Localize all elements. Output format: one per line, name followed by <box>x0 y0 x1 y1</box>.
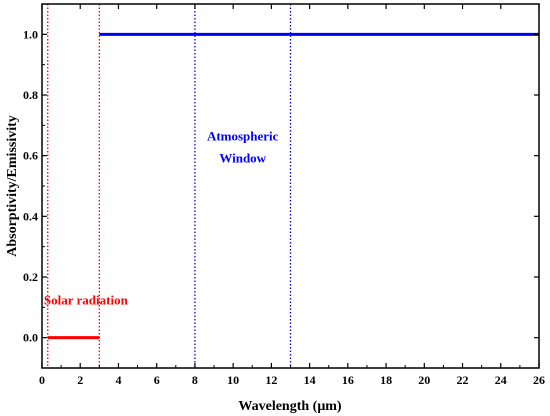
x-axis-title: Wavelength (μm) <box>238 399 342 414</box>
x-tick-label-9: 18 <box>380 373 392 387</box>
annotations-layer: Solar radiation Atmospheric Window <box>44 129 279 308</box>
x-tick-label-7: 14 <box>304 373 316 387</box>
x-tick-label-8: 16 <box>342 373 354 387</box>
y-tick-label-5: 1.0 <box>23 27 38 41</box>
y-tick-label-0: 0.0 <box>23 331 38 345</box>
y-axis-title: Absorptivity/Emissivity <box>5 115 20 257</box>
x-tick-label-1: 2 <box>77 373 83 387</box>
x-tick-label-2: 4 <box>115 373 121 387</box>
ticks-layer: 0 2 4 6 8 10 12 14 16 18 20 22 24 260.00.20.40.60.81.… <box>23 4 545 387</box>
annotation-1: Atmospheric Window <box>207 129 279 166</box>
x-tick-label-0: 0 <box>39 373 45 387</box>
y-tick-label-1: 0.2 <box>23 270 38 284</box>
series-layer <box>47 32 539 340</box>
x-tick-label-10: 20 <box>418 373 430 387</box>
vertical-lines-layer <box>47 4 292 368</box>
x-tick-label-6: 12 <box>265 373 277 387</box>
annotation-1-line-1: Window <box>219 151 266 166</box>
x-tick-label-5: 10 <box>227 373 239 387</box>
x-tick-label-12: 24 <box>495 373 507 387</box>
x-tick-label-4: 8 <box>192 373 198 387</box>
annotation-0-line-0: Solar radiation <box>44 292 129 307</box>
y-tick-label-3: 0.6 <box>23 149 38 163</box>
annotation-1-line-0: Atmospheric <box>207 129 279 144</box>
y-tick-label-2: 0.4 <box>23 209 38 223</box>
annotation-0: Solar radiation <box>44 292 129 307</box>
x-tick-label-13: 26 <box>533 373 545 387</box>
y-tick-label-4: 0.8 <box>23 88 38 102</box>
x-tick-label-11: 22 <box>457 373 469 387</box>
x-tick-label-3: 6 <box>154 373 160 387</box>
